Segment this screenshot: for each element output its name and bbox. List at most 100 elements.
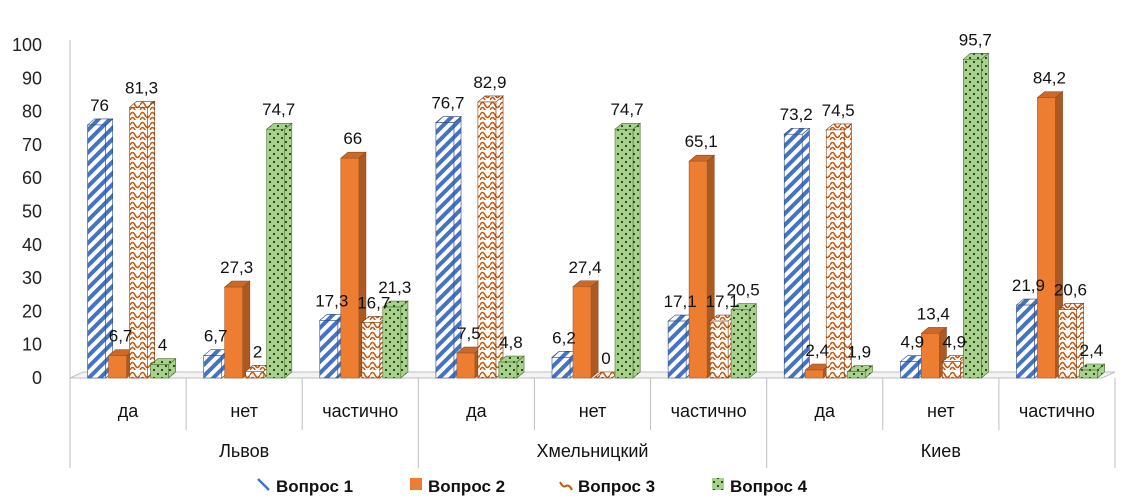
data-label: 73,2 [780, 105, 813, 124]
bar [614, 122, 641, 379]
data-label: 74,7 [610, 100, 643, 119]
bar-front [1037, 97, 1056, 379]
legend: Вопрос 1 Вопрос 2 Вопрос 3 Вопрос 4 [257, 477, 808, 496]
bar-side [242, 280, 251, 379]
bar [1078, 363, 1106, 379]
bar-front [266, 128, 285, 379]
bar-front [435, 122, 455, 379]
data-label: 7,5 [457, 324, 481, 343]
data-label: 13,4 [917, 304, 950, 323]
data-label: 76 [90, 96, 109, 115]
category-label: да [118, 401, 140, 421]
data-label: 21,9 [1012, 276, 1045, 295]
bar-front [900, 361, 919, 379]
bar-front [963, 59, 982, 379]
data-label: 4,8 [499, 333, 523, 352]
bar [265, 122, 293, 379]
y-tick-label: 100 [12, 35, 42, 55]
bar-side [981, 52, 989, 379]
legend-swatch [559, 481, 573, 491]
bar-front [245, 371, 264, 379]
y-tick-label: 0 [32, 368, 42, 388]
bar-front [942, 361, 961, 379]
bar [783, 127, 811, 379]
y-tick-label: 40 [22, 235, 42, 255]
category-label: нет [579, 401, 607, 421]
data-label: 95,7 [959, 30, 992, 49]
data-label: 65,1 [685, 132, 718, 151]
category-label: частично [671, 401, 747, 421]
data-label: 17,1 [664, 292, 697, 311]
bar-front [1016, 304, 1035, 379]
bar-front [730, 309, 750, 379]
bar-front [804, 369, 824, 379]
bar-front [224, 286, 243, 379]
bar [730, 303, 758, 379]
bar-side [284, 122, 293, 379]
bar [1036, 90, 1064, 379]
bar-front [108, 355, 127, 379]
bar [572, 280, 599, 379]
bar-side [748, 303, 757, 379]
data-label: 6,7 [109, 327, 133, 346]
data-label: 1,9 [847, 343, 871, 362]
data-label: 4 [158, 336, 167, 355]
category-label: частично [322, 401, 398, 421]
category-label: частично [1019, 401, 1095, 421]
bar [223, 280, 251, 379]
bar-front [572, 286, 592, 379]
y-tick-label: 60 [22, 168, 42, 188]
data-label: 21,3 [378, 278, 411, 297]
bar-side [590, 280, 599, 379]
bar-front [667, 320, 687, 379]
bar [435, 115, 462, 379]
bar [1057, 302, 1085, 379]
bar-front [340, 157, 360, 379]
data-label: 2,4 [1080, 341, 1104, 360]
legend-entry: Вопрос 4 [712, 477, 808, 496]
category-label: нет [927, 401, 955, 421]
bar [962, 52, 990, 379]
bar [846, 365, 874, 379]
bar-front [456, 352, 476, 379]
data-label: 76,7 [431, 94, 464, 113]
group-label: Львов [219, 441, 269, 461]
legend-label: Вопрос 1 [276, 477, 353, 496]
bar [86, 118, 114, 379]
data-label: 16,7 [357, 293, 390, 312]
legend-label: Вопрос 4 [730, 477, 808, 496]
bar [825, 123, 853, 379]
legend-label: Вопрос 3 [578, 477, 655, 496]
data-label: 4,9 [901, 333, 925, 352]
bar-front [498, 361, 518, 379]
y-tick-label: 20 [22, 301, 42, 321]
bar-front [1079, 369, 1098, 379]
bar-front [1058, 309, 1077, 379]
data-label: 6,7 [204, 327, 228, 346]
bar-side [147, 100, 156, 379]
data-label-layer: 766,717,376,76,217,173,24,921,96,727,366… [90, 30, 1103, 368]
legend-swatch [712, 478, 724, 490]
category-axis: да нет частично да нет частично да нет частично Л… [69, 378, 1116, 468]
legend-swatch [257, 478, 270, 491]
bar [339, 151, 367, 379]
y-tick-label: 30 [22, 268, 42, 288]
data-label: 20,5 [727, 281, 760, 300]
bar-front [825, 129, 845, 379]
legend-entry: Вопрос 1 [257, 477, 353, 496]
bar-side [400, 300, 409, 379]
data-label: 82,9 [473, 73, 506, 92]
bar-front [129, 106, 148, 379]
y-tick-label: 80 [22, 102, 42, 122]
data-label: 2,4 [805, 341, 829, 360]
bar [128, 100, 156, 379]
y-tick-label: 70 [22, 135, 42, 155]
bar-front [846, 371, 866, 379]
bar [381, 300, 409, 379]
data-label: 20,6 [1054, 280, 1087, 299]
y-tick-label: 90 [22, 68, 42, 88]
bar-front [614, 128, 634, 379]
bar-front [361, 322, 381, 379]
data-label: 27,3 [220, 258, 253, 277]
